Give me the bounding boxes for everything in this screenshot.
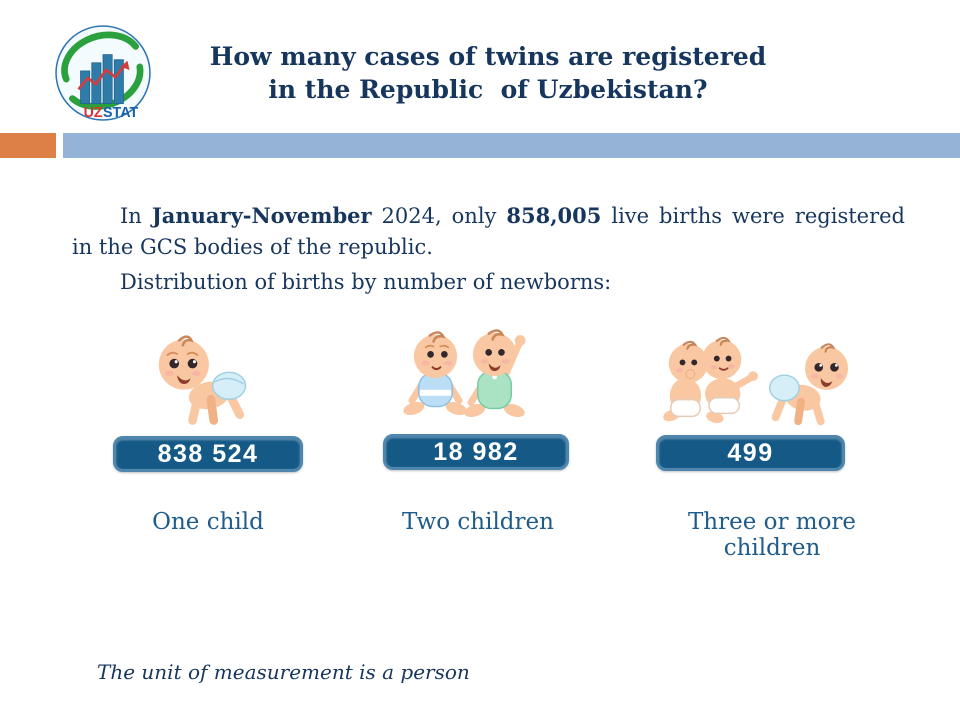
twin-babies-icon (663, 336, 758, 424)
two-children-illustration (403, 329, 526, 418)
intro-pre: In (120, 204, 152, 228)
intro-paragraph: In January-November 2024, only 858,005 l… (72, 200, 905, 263)
unit-footnote: The unit of measurement is a person (97, 660, 470, 684)
crawling-baby-icon (158, 335, 247, 425)
distribution-subtitle: Distribution of births by number of newb… (120, 270, 612, 294)
intro-bold-total: 858,005 (506, 203, 602, 228)
two-children-label: Two children (402, 509, 554, 535)
accent-bar-blue (63, 133, 960, 158)
logo-text-stat: STAT (103, 105, 138, 121)
sitting-baby-green-icon (464, 329, 526, 418)
page-title: How many cases of twins are registered i… (28, 40, 948, 106)
intro-post: live births were registered in the GCS b… (72, 204, 905, 259)
accent-bar-orange (0, 133, 56, 158)
logo-text-uz: UZ (84, 105, 103, 121)
one-child-label: One child (152, 509, 264, 535)
title-line-1: How many cases of twins are registered (209, 42, 767, 71)
logo-trend-line-icon (77, 60, 130, 91)
title-line-2: in the Republic of Uzbekistan? (268, 75, 708, 104)
intro-bold-period: January-November (151, 203, 372, 228)
three-or-more-label: Three or more children (687, 509, 857, 561)
three-or-more-children-illustration (663, 336, 849, 426)
two-children-value-badge: 18 982 (383, 434, 569, 470)
sitting-baby-blue-icon (403, 331, 467, 416)
one-child-value-badge: 838 524 (113, 436, 303, 472)
three-or-more-value-badge: 499 (656, 435, 845, 471)
one-child-illustration (158, 335, 247, 425)
logo-swoosh-top (61, 31, 139, 83)
uzstat-logo: UZ STAT (55, 25, 151, 121)
crawling-baby-right-icon (768, 343, 849, 426)
intro-mid: 2024, only (371, 204, 507, 228)
